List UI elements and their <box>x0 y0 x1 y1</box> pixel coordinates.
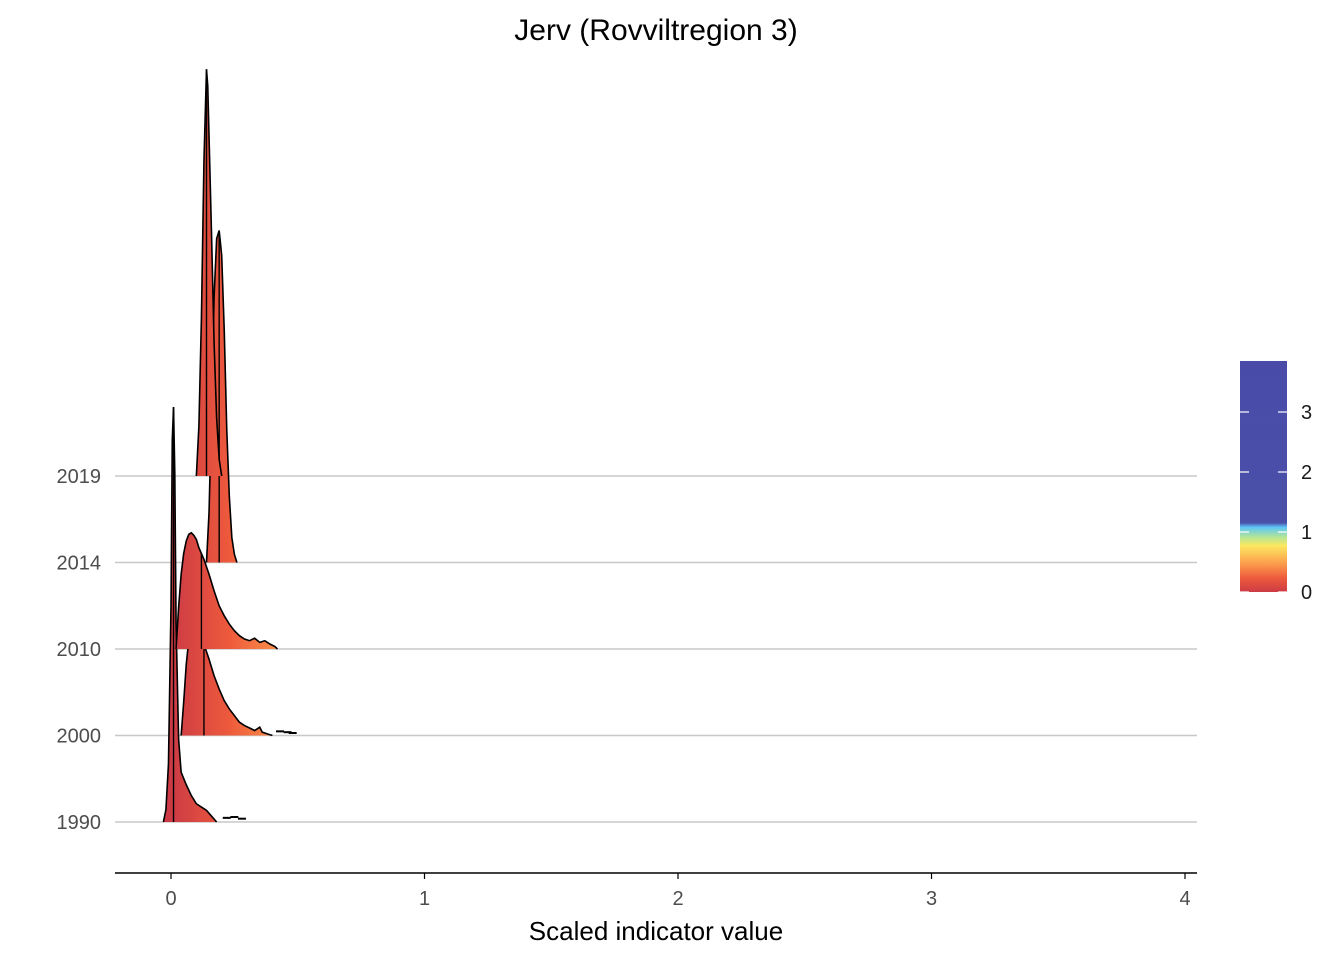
ridge-fill-2019 <box>196 69 222 477</box>
colorbar <box>1240 361 1287 592</box>
ridge-2019 <box>195 69 223 477</box>
y-tick-label-2014: 2014 <box>57 553 102 575</box>
legend-tick-label-2: 2 <box>1301 462 1312 484</box>
x-axis-ticks: 0 1 2 3 4 <box>165 873 1191 910</box>
x-tick-label-0: 0 <box>165 888 176 910</box>
x-tick-label-3: 3 <box>926 888 937 910</box>
y-tick-label-2010: 2010 <box>57 639 102 661</box>
y-tick-label-1990: 1990 <box>57 812 102 834</box>
legend-tick-label-1: 1 <box>1301 522 1312 544</box>
x-tick-label-1: 1 <box>419 888 430 910</box>
ridge-outline-2019 <box>195 69 223 477</box>
ridge-outline-2010 <box>175 531 279 650</box>
legend-tick-label-3: 3 <box>1301 402 1312 424</box>
y-axis-ticks: 1990 2000 2010 2014 2019 <box>57 466 102 834</box>
ridge-fill-1990 <box>163 407 217 822</box>
y-tick-label-2019: 2019 <box>57 466 102 488</box>
color-legend: 0 1 2 3 <box>1240 361 1312 604</box>
ridges <box>162 69 297 823</box>
ridge-2010 <box>175 531 279 650</box>
legend-tick-label-0: 0 <box>1301 582 1312 604</box>
y-tick-label-2000: 2000 <box>57 726 102 748</box>
x-axis-label: Scaled indicator value <box>529 916 783 946</box>
gridlines <box>115 475 1197 823</box>
chart-title: Jerv (Rovviltregion 3) <box>514 14 797 47</box>
ridge-outline-1990 <box>162 406 218 823</box>
colorbar-ticks: 0 1 2 3 <box>1240 402 1312 604</box>
x-tick-label-4: 4 <box>1179 888 1190 910</box>
ridge-1990 <box>162 406 246 823</box>
x-tick-label-2: 2 <box>672 888 683 910</box>
